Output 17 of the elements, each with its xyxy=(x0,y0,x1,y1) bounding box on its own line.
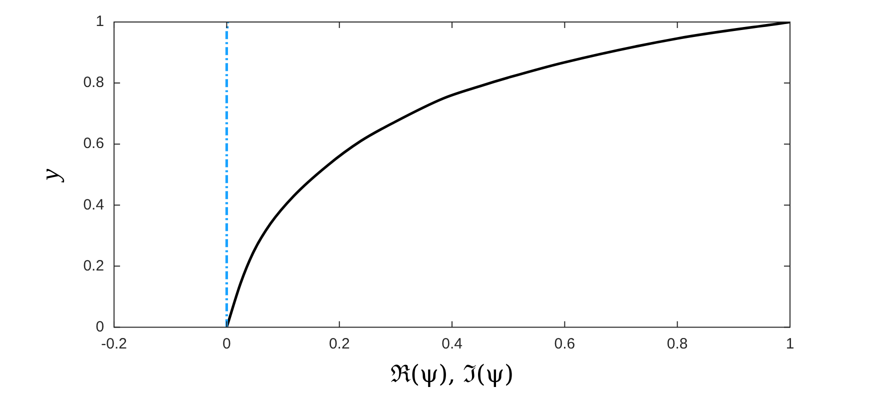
x-tick-label: 1 xyxy=(786,335,794,352)
x-tick-label: 0.2 xyxy=(328,335,350,352)
y-tick-label: 0.6 xyxy=(83,135,104,152)
y-tick-label: 1 xyxy=(96,13,104,30)
x-tick-label: 0.4 xyxy=(442,335,462,352)
x-tick-label: 0 xyxy=(222,335,231,352)
x-axis-title: ℜ(ψ), ℑ(ψ) xyxy=(390,360,514,388)
y-axis-title: y xyxy=(35,168,64,184)
x-tick-label: -0.2 xyxy=(101,335,127,352)
y-tick-label: 0 xyxy=(96,318,104,336)
y-tick-label: 0.8 xyxy=(83,74,104,92)
line-series xyxy=(225,22,230,328)
y-tick-label: 0.2 xyxy=(83,257,104,274)
x-tick-label: 0.6 xyxy=(554,335,576,352)
x-tick-label: 0.8 xyxy=(666,335,688,352)
line-series xyxy=(225,22,790,328)
y-tick-label: 0.4 xyxy=(83,196,104,214)
